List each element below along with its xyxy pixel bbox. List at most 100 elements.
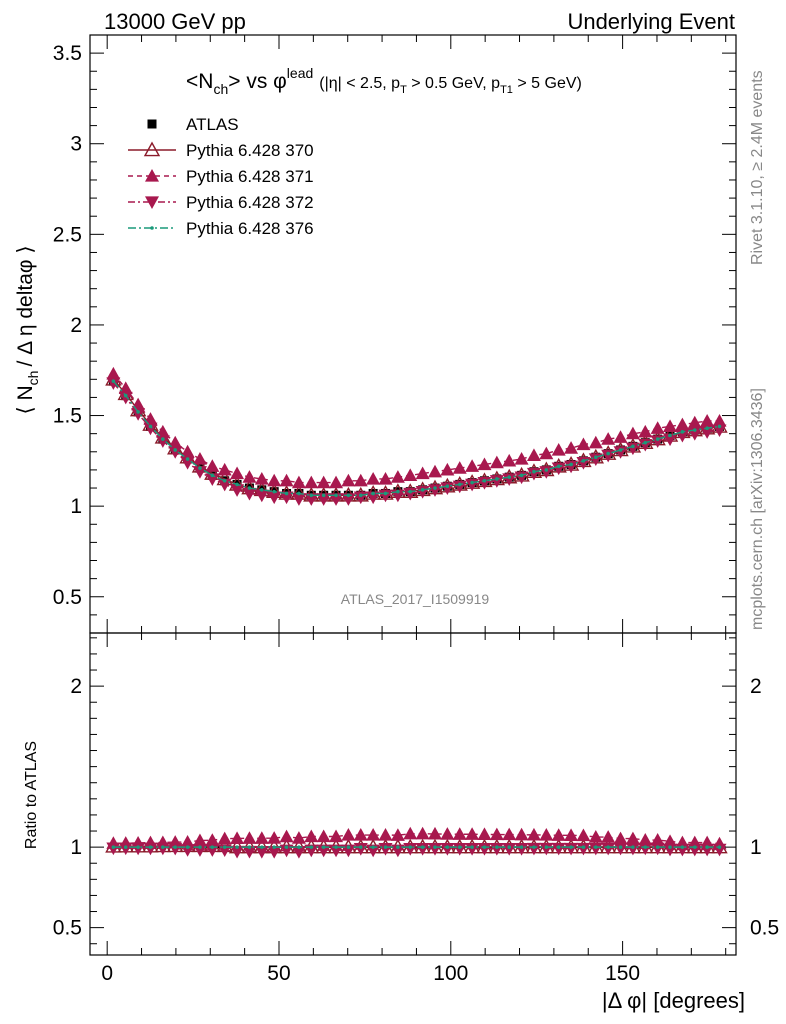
- main-y-axis-label: ⟨ Nch/ Δ η deltaφ ⟩: [14, 245, 41, 414]
- main-data-point: [613, 430, 628, 443]
- main-data-point: [631, 444, 635, 449]
- main-data-point: [123, 393, 128, 398]
- ratio-data-point: [539, 828, 554, 841]
- main-data-point: [131, 408, 146, 421]
- ratio-data-point: [668, 845, 672, 849]
- main-data-point: [465, 459, 480, 472]
- ratio-data-point: [650, 833, 665, 846]
- ratio-data-point: [242, 845, 257, 859]
- main-data-point: [687, 415, 702, 429]
- ratio-data-point: [420, 845, 425, 849]
- ratio-data-point: [279, 829, 294, 843]
- main-data-point: [168, 435, 183, 449]
- ratio-data-point: [519, 845, 524, 849]
- ratio-data-point: [601, 830, 616, 843]
- main-ytick-label: 2: [70, 314, 82, 337]
- main-data-point: [291, 475, 306, 489]
- ratio-data-point: [489, 827, 504, 841]
- legend-marker: [147, 119, 157, 129]
- ratio-data-point: [588, 829, 603, 843]
- main-data-point: [445, 484, 450, 489]
- ratio-data-point: [136, 845, 140, 849]
- main-data-point: [254, 489, 269, 503]
- ratio-data-point: [601, 842, 616, 856]
- ratio-data-point: [254, 846, 269, 859]
- ratio-data-point: [291, 846, 306, 859]
- ratio-data-point: [613, 831, 628, 845]
- ratio-data-point: [532, 845, 536, 849]
- ratio-data-point: [427, 842, 442, 856]
- ratio-data-point: [346, 845, 351, 849]
- ratio-data-point: [415, 842, 430, 856]
- ratio-data-point: [631, 845, 635, 849]
- ratio-data-point: [378, 842, 393, 856]
- legend: ATLAS Pythia 6.428 370 Pythia 6.428 371 Pyt…: [128, 115, 314, 238]
- main-data-point: [334, 493, 338, 498]
- ratio-data-point: [260, 845, 264, 849]
- legend-label: Pythia 6.428 371: [186, 167, 314, 186]
- main-data-point: [366, 471, 381, 485]
- ratio-data-point: [230, 845, 245, 859]
- main-ytick-label: 2.5: [53, 223, 82, 246]
- ratio-data-point: [495, 845, 499, 849]
- main-data-point: [556, 464, 561, 469]
- ratio-data-point: [470, 845, 474, 849]
- ratio-data-point: [185, 845, 190, 849]
- main-data-point: [514, 452, 529, 465]
- main-data-point: [155, 435, 170, 448]
- ratio-data-point: [440, 842, 455, 856]
- legend-marker: [143, 141, 161, 157]
- main-data-point: [408, 489, 413, 494]
- main-plot-title: <Nch> vs φlead(|η| < 2.5, pT > 0.5 GeV, …: [186, 65, 582, 97]
- legend-marker: [145, 196, 159, 209]
- ratio-data-point: [205, 833, 220, 846]
- ratio-data-point: [452, 827, 467, 840]
- ratio-data-point: [551, 828, 566, 841]
- ratio-data-point: [353, 842, 368, 856]
- ratio-ytick-label: 2: [70, 675, 82, 698]
- main-data-point: [168, 446, 183, 459]
- ratio-data-point: [378, 828, 393, 841]
- main-data-point: [230, 484, 245, 497]
- x-tick-label: 0: [101, 962, 113, 985]
- ratio-data-point: [321, 845, 326, 849]
- main-data-point: [581, 459, 586, 463]
- main-data-point: [668, 433, 672, 438]
- main-data-point: [106, 366, 121, 380]
- main-data-point: [284, 491, 289, 496]
- ratio-data-point: [210, 845, 215, 849]
- main-data-point: [539, 446, 554, 460]
- ratio-data-point: [712, 843, 727, 857]
- main-data-point: [279, 473, 294, 487]
- main-data-point: [482, 478, 487, 483]
- ratio-data-point: [155, 842, 170, 856]
- legend-label: ATLAS: [186, 115, 239, 134]
- main-data-point: [519, 473, 524, 478]
- main-data-point: [272, 489, 276, 494]
- ratio-data-point: [198, 845, 202, 849]
- ratio-data-point: [390, 828, 405, 841]
- main-data-point: [173, 448, 178, 452]
- main-data-point: [712, 413, 727, 427]
- main-data-point: [433, 486, 437, 490]
- main-data-point: [427, 464, 442, 478]
- ratio-data-point: [334, 845, 338, 849]
- main-data-point: [309, 493, 314, 498]
- main-data-point: [452, 461, 467, 474]
- main-data-point: [148, 424, 153, 429]
- ratio-data-point: [217, 831, 232, 845]
- main-data-point: [217, 478, 232, 492]
- ratio-data-point: [576, 828, 591, 842]
- main-data-point: [692, 428, 697, 432]
- main-data-point: [242, 487, 257, 501]
- main-data-point: [118, 381, 133, 394]
- main-data-point: [588, 435, 603, 449]
- ratio-data-point: [415, 826, 430, 840]
- main-ytick-label: 1: [70, 495, 82, 518]
- main-data-point: [625, 426, 640, 440]
- main-data-point: [675, 417, 690, 431]
- main-data-point: [638, 424, 653, 438]
- ratio-data-point: [143, 842, 158, 856]
- main-data-point: [366, 491, 381, 505]
- ratio-data-point: [309, 845, 314, 849]
